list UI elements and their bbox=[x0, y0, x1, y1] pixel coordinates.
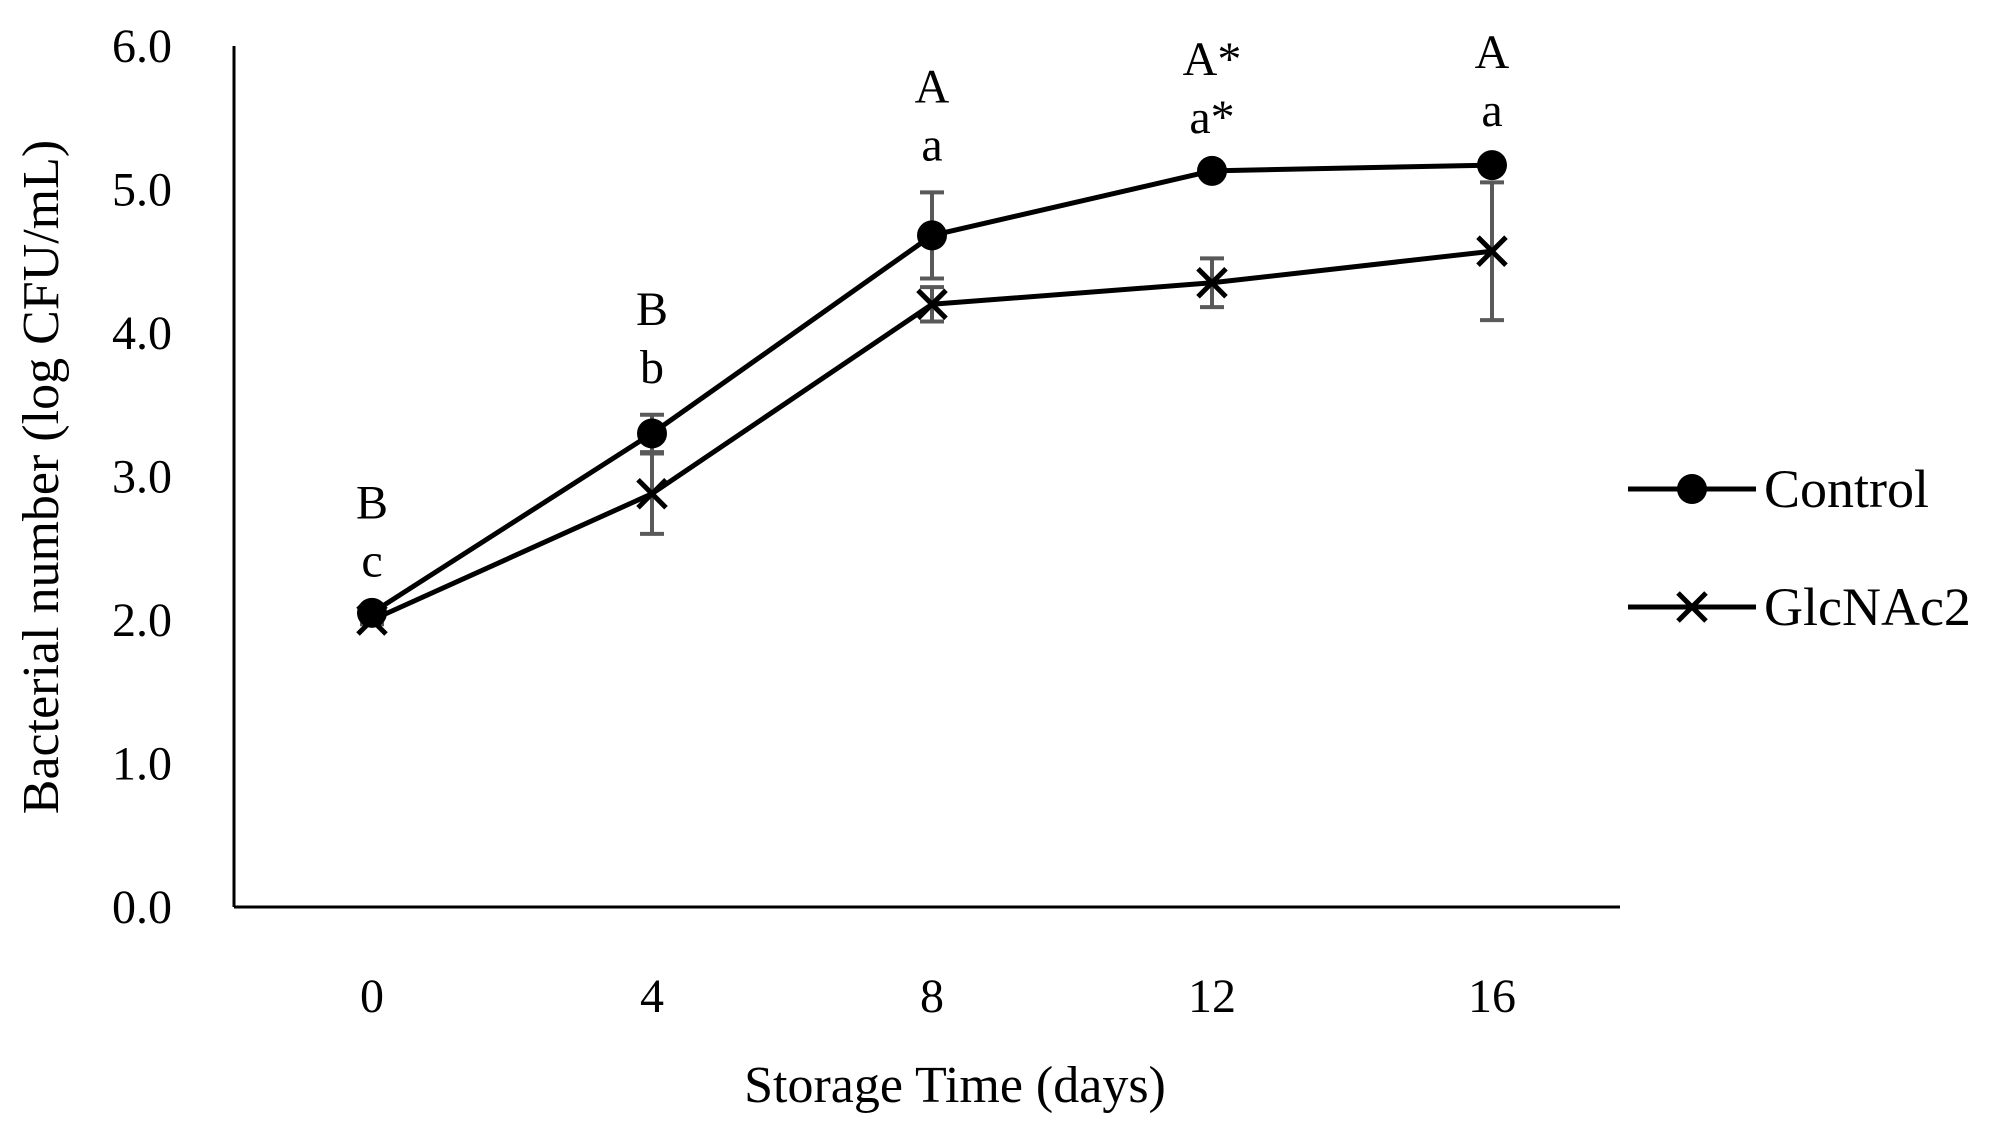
x-tick-label: 12 bbox=[1188, 970, 1236, 1023]
y-tick-label: 5.0 bbox=[112, 164, 172, 217]
data-point-control bbox=[1477, 150, 1507, 181]
y-tick-label: 0.0 bbox=[112, 881, 172, 934]
annotation-lower: a bbox=[1481, 84, 1502, 137]
series bbox=[356, 150, 1508, 636]
data-point-glcnac2 bbox=[1476, 235, 1508, 267]
data-point-glcnac2 bbox=[356, 604, 388, 636]
annotation-lower: c bbox=[361, 535, 382, 588]
y-axis-title: Bacterial number (log CFU/mL) bbox=[13, 140, 70, 814]
data-point-control bbox=[917, 220, 947, 251]
y-tick-label: 4.0 bbox=[112, 307, 172, 360]
legend-label: GlcNAc2 bbox=[1764, 577, 1971, 637]
y-tick-label: 2.0 bbox=[112, 594, 172, 647]
y-tick-label: 3.0 bbox=[112, 451, 172, 504]
legend-marker-circle bbox=[1677, 474, 1707, 504]
annotation-lower: a* bbox=[1189, 91, 1234, 144]
annotation-upper: B bbox=[636, 283, 668, 336]
y-tick-label: 6.0 bbox=[112, 20, 172, 73]
legend-marker-x bbox=[1676, 591, 1708, 623]
x-tick-label: 8 bbox=[920, 970, 944, 1023]
x-tick-label: 16 bbox=[1468, 970, 1516, 1023]
annotation-upper: A* bbox=[1183, 33, 1242, 86]
legend-item-glcnac2: GlcNAc2 bbox=[1628, 577, 1971, 637]
data-point-glcnac2 bbox=[1196, 267, 1228, 299]
data-point-control bbox=[637, 418, 667, 449]
x-tick-labels: 0 4 8 12 16 bbox=[360, 970, 1516, 1023]
axes bbox=[232, 46, 1620, 909]
legend-item-control: Control bbox=[1628, 459, 1929, 519]
annotation-lower: b bbox=[640, 341, 664, 394]
legend: Control GlcNAc2 bbox=[1628, 459, 1971, 637]
legend-label: Control bbox=[1764, 459, 1929, 519]
x-axis-title: Storage Time (days) bbox=[744, 1057, 1166, 1114]
data-point-control bbox=[1197, 155, 1227, 186]
annotation-upper: B bbox=[356, 477, 388, 530]
annotation-upper: A bbox=[915, 60, 950, 113]
x-tick-label: 0 bbox=[360, 970, 384, 1023]
annotation-lower: a bbox=[921, 118, 942, 171]
annotation-upper: A bbox=[1475, 26, 1510, 79]
data-point-glcnac2 bbox=[916, 288, 948, 321]
data-point-glcnac2 bbox=[636, 477, 668, 510]
y-tick-label: 1.0 bbox=[112, 738, 172, 791]
x-tick-label: 4 bbox=[640, 970, 664, 1023]
y-tick-labels: 0.0 1.0 2.0 3.0 4.0 5.0 6.0 bbox=[112, 20, 172, 934]
data-point-control bbox=[357, 597, 387, 628]
